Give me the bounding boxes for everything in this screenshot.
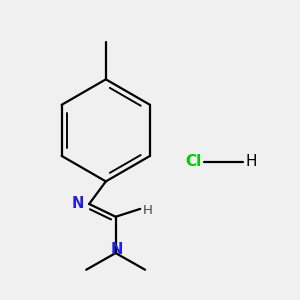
Text: N: N — [72, 196, 84, 211]
Text: H: H — [143, 204, 153, 218]
Text: H: H — [245, 154, 257, 169]
Text: N: N — [110, 242, 123, 257]
Text: Cl: Cl — [185, 154, 201, 169]
